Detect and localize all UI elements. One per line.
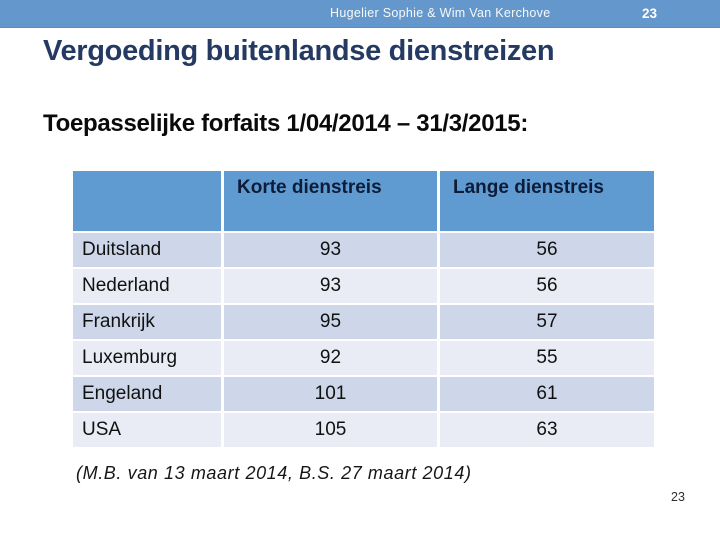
forfaits-table: Korte dienstreis Lange dienstreis Duitsl…: [73, 171, 654, 447]
table-header-empty: [73, 171, 221, 231]
value-cell: 93: [224, 269, 437, 303]
footnote: (M.B. van 13 maart 2014, B.S. 27 maart 2…: [76, 463, 472, 483]
slide-title: Vergoeding buitenlandse dienstreizen: [43, 35, 555, 67]
value-cell: 55: [440, 341, 654, 375]
value-cell: 56: [440, 233, 654, 267]
slide-subtitle: Toepasselijke forfaits 1/04/2014 – 31/3/…: [43, 110, 529, 137]
value-cell: 101: [224, 377, 437, 411]
slide-page-number: 23: [671, 490, 685, 504]
header-credit-text: Hugelier Sophie & Wim Van Kerchove: [330, 6, 551, 20]
value-cell: 57: [440, 305, 654, 339]
header-page-number: 23: [641, 6, 657, 21]
country-cell: Nederland: [73, 269, 221, 303]
value-cell: 92: [224, 341, 437, 375]
table-header-lange-dienstreis: Lange dienstreis: [440, 171, 654, 231]
value-cell: 61: [440, 377, 654, 411]
country-cell: Duitsland: [73, 233, 221, 267]
value-cell: 105: [224, 413, 437, 447]
table-header-korte-dienstreis: Korte dienstreis: [224, 171, 437, 231]
header-bar: Hugelier Sophie & Wim Van Kerchove 23: [0, 0, 720, 28]
country-cell: Luxemburg: [73, 341, 221, 375]
country-cell: Engeland: [73, 377, 221, 411]
value-cell: 93: [224, 233, 437, 267]
value-cell: 95: [224, 305, 437, 339]
value-cell: 56: [440, 269, 654, 303]
country-cell: USA: [73, 413, 221, 447]
value-cell: 63: [440, 413, 654, 447]
country-cell: Frankrijk: [73, 305, 221, 339]
